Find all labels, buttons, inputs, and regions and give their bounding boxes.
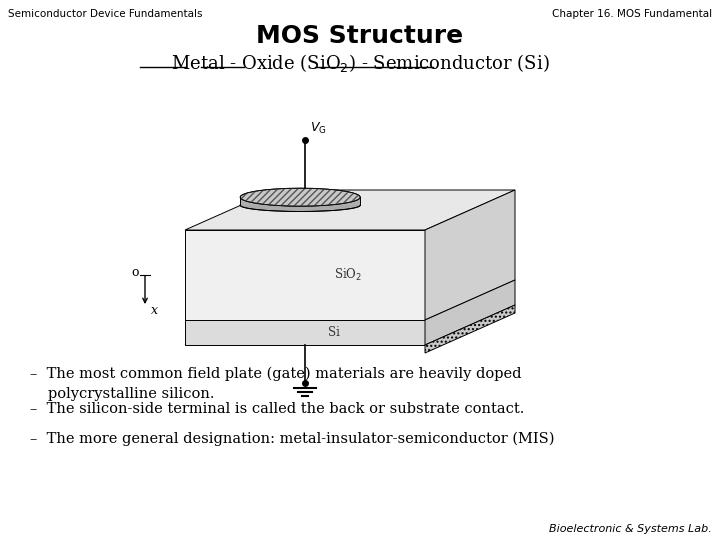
Text: polycrystalline silicon.: polycrystalline silicon. (48, 387, 215, 401)
Polygon shape (425, 280, 515, 345)
Text: x: x (151, 303, 158, 316)
Polygon shape (240, 197, 360, 205)
Text: Metal - Oxide (SiO$_2$) - Semiconductor (Si): Metal - Oxide (SiO$_2$) - Semiconductor … (171, 52, 549, 74)
Polygon shape (425, 190, 515, 320)
Ellipse shape (240, 188, 360, 206)
Text: o: o (131, 267, 139, 280)
Polygon shape (185, 305, 515, 345)
Text: –  The silicon-side terminal is called the back or substrate contact.: – The silicon-side terminal is called th… (30, 402, 524, 416)
Text: –  The most common field plate (gate) materials are heavily doped: – The most common field plate (gate) mat… (30, 367, 521, 381)
Ellipse shape (240, 199, 360, 212)
Polygon shape (185, 190, 515, 230)
Text: MOS Structure: MOS Structure (256, 24, 464, 48)
Polygon shape (425, 305, 515, 353)
Text: Si: Si (328, 326, 340, 339)
Text: $V_{\mathrm{G}}$: $V_{\mathrm{G}}$ (310, 121, 327, 136)
Text: Chapter 16. MOS Fundamental: Chapter 16. MOS Fundamental (552, 9, 712, 19)
Text: Semiconductor Device Fundamentals: Semiconductor Device Fundamentals (8, 9, 202, 19)
Polygon shape (185, 230, 425, 320)
Text: –  The more general designation: metal-insulator-semiconductor (MIS): – The more general designation: metal-in… (30, 432, 554, 447)
Text: SiO$_2$: SiO$_2$ (334, 267, 362, 283)
Text: Bioelectronic & Systems Lab.: Bioelectronic & Systems Lab. (549, 524, 712, 534)
Polygon shape (185, 320, 425, 345)
